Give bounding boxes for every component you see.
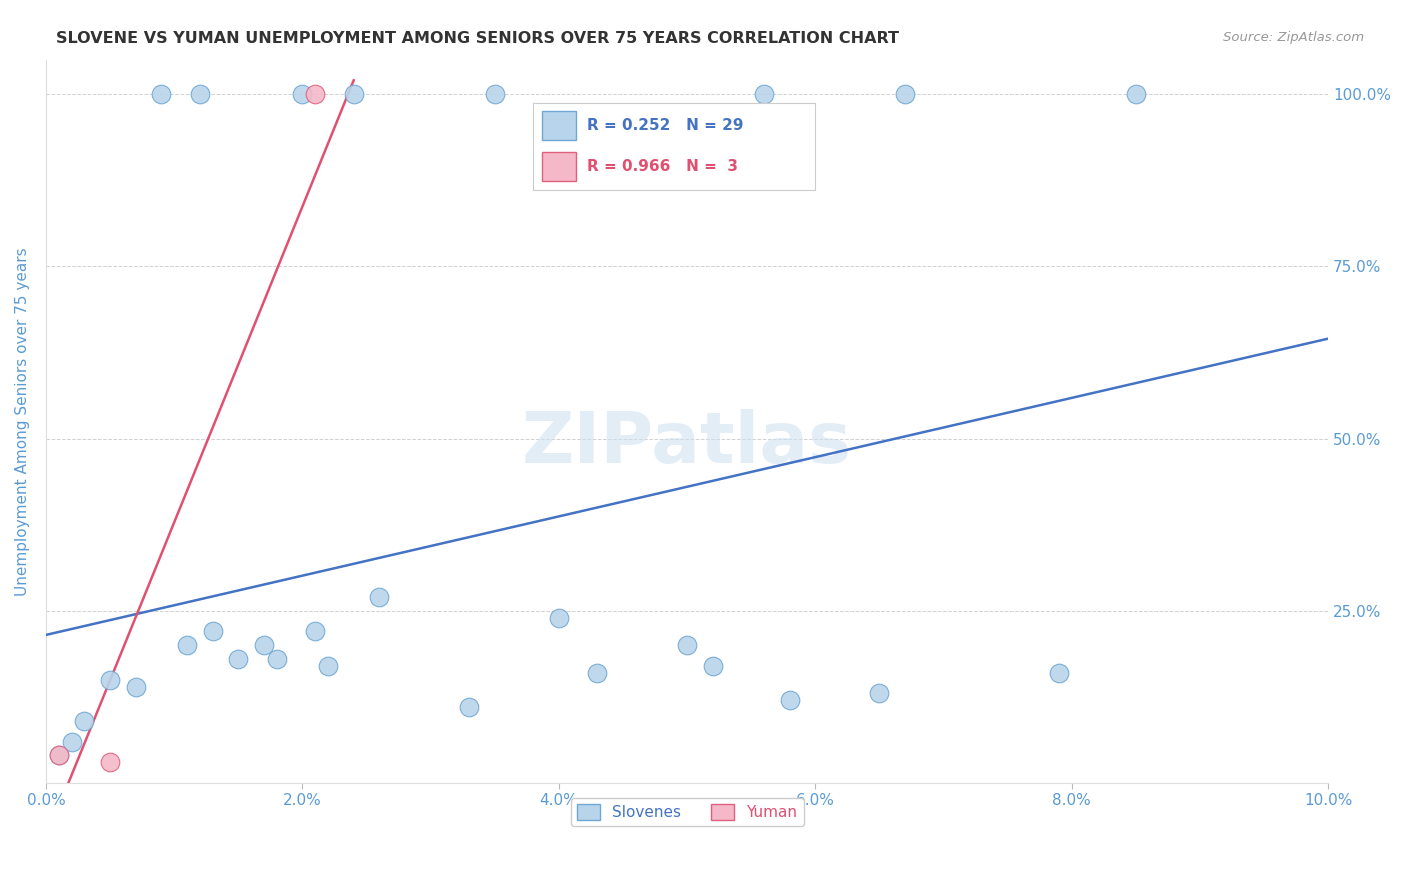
Point <box>266 652 288 666</box>
Point <box>752 87 775 101</box>
Point <box>547 610 569 624</box>
Point <box>1047 665 1070 680</box>
Point <box>98 673 121 687</box>
Point <box>176 638 198 652</box>
Point <box>304 87 326 101</box>
Point <box>586 665 609 680</box>
Point <box>73 714 96 728</box>
Point <box>125 680 148 694</box>
Point <box>484 87 506 101</box>
Point <box>1125 87 1147 101</box>
Point <box>304 624 326 639</box>
Point <box>188 87 211 101</box>
Point <box>343 87 366 101</box>
Point <box>60 735 83 749</box>
Point <box>291 87 314 101</box>
Point <box>48 748 70 763</box>
Point <box>676 638 699 652</box>
Legend: Slovenes, Yuman: Slovenes, Yuman <box>571 797 804 826</box>
Text: Source: ZipAtlas.com: Source: ZipAtlas.com <box>1223 31 1364 45</box>
Point <box>779 693 801 707</box>
Y-axis label: Unemployment Among Seniors over 75 years: Unemployment Among Seniors over 75 years <box>15 247 30 596</box>
Point <box>868 686 890 700</box>
Point <box>894 87 917 101</box>
Point <box>316 659 339 673</box>
Text: ZIPatlas: ZIPatlas <box>522 409 852 477</box>
Point <box>150 87 173 101</box>
Point <box>226 652 249 666</box>
Text: SLOVENE VS YUMAN UNEMPLOYMENT AMONG SENIORS OVER 75 YEARS CORRELATION CHART: SLOVENE VS YUMAN UNEMPLOYMENT AMONG SENI… <box>56 31 900 46</box>
Point <box>458 700 481 714</box>
Point <box>253 638 276 652</box>
Point <box>368 590 391 604</box>
Point <box>702 659 724 673</box>
Point <box>48 748 70 763</box>
Point <box>98 756 121 770</box>
Point <box>201 624 224 639</box>
